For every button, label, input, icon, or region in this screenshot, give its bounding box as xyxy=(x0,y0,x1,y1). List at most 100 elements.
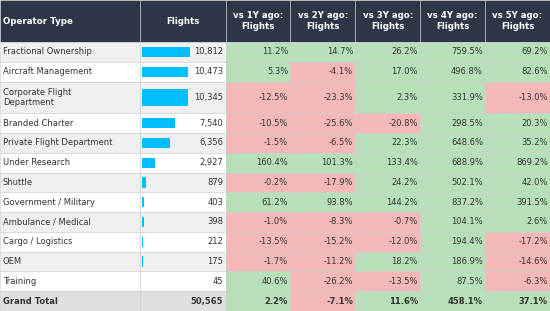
Bar xyxy=(0,113,140,133)
Bar xyxy=(0,272,140,291)
Bar xyxy=(140,173,226,192)
Text: -1.5%: -1.5% xyxy=(264,138,288,147)
Bar xyxy=(355,0,420,42)
Text: Cargo / Logistics: Cargo / Logistics xyxy=(3,237,72,246)
Bar xyxy=(226,133,290,153)
Text: -23.3%: -23.3% xyxy=(323,93,353,102)
Text: 133.4%: 133.4% xyxy=(386,158,418,167)
Bar xyxy=(0,62,140,81)
Bar xyxy=(140,81,226,113)
Bar xyxy=(420,173,485,192)
Bar xyxy=(226,212,290,232)
Text: vs 1Y ago:
Flights: vs 1Y ago: Flights xyxy=(233,12,283,30)
Bar xyxy=(290,173,355,192)
Text: 42.0%: 42.0% xyxy=(521,178,548,187)
Text: -0.7%: -0.7% xyxy=(394,217,418,226)
Bar xyxy=(142,138,170,148)
Bar xyxy=(226,272,290,291)
Text: 7,540: 7,540 xyxy=(200,118,223,128)
Bar xyxy=(290,81,355,113)
Bar xyxy=(226,42,290,62)
Bar xyxy=(142,47,190,57)
Bar xyxy=(420,62,485,81)
Bar xyxy=(420,133,485,153)
Text: Training: Training xyxy=(3,277,36,286)
Bar xyxy=(0,0,140,42)
Text: 104.1%: 104.1% xyxy=(451,217,483,226)
Text: 496.8%: 496.8% xyxy=(451,67,483,76)
Bar xyxy=(140,252,226,272)
Bar xyxy=(142,157,155,168)
Text: Aircraft Management: Aircraft Management xyxy=(3,67,92,76)
Bar xyxy=(140,153,226,173)
Text: Branded Charter: Branded Charter xyxy=(3,118,73,128)
Text: 37.1%: 37.1% xyxy=(519,297,548,306)
Bar xyxy=(140,42,226,62)
Text: 398: 398 xyxy=(207,217,223,226)
Text: 648.6%: 648.6% xyxy=(451,138,483,147)
Text: 2.2%: 2.2% xyxy=(265,297,288,306)
Text: Government / Military: Government / Military xyxy=(3,198,95,207)
Bar xyxy=(226,192,290,212)
Text: 759.5%: 759.5% xyxy=(451,47,483,56)
Bar xyxy=(140,133,226,153)
Bar xyxy=(485,252,550,272)
Text: 6,356: 6,356 xyxy=(199,138,223,147)
Bar xyxy=(0,42,140,62)
Text: -8.3%: -8.3% xyxy=(329,217,353,226)
Bar xyxy=(355,232,420,252)
Bar xyxy=(355,42,420,62)
Bar xyxy=(420,232,485,252)
Bar xyxy=(290,252,355,272)
Bar xyxy=(485,153,550,173)
Bar xyxy=(485,42,550,62)
Text: vs 5Y ago:
Flights: vs 5Y ago: Flights xyxy=(492,12,543,30)
Bar xyxy=(290,0,355,42)
Text: vs 4Y ago:
Flights: vs 4Y ago: Flights xyxy=(427,12,478,30)
Text: 61.2%: 61.2% xyxy=(262,198,288,207)
Text: Fractional Ownership: Fractional Ownership xyxy=(3,47,92,56)
Text: Flights: Flights xyxy=(166,16,200,26)
Text: 10,345: 10,345 xyxy=(194,93,223,102)
Text: 17.0%: 17.0% xyxy=(392,67,418,76)
Bar xyxy=(420,153,485,173)
Text: -15.2%: -15.2% xyxy=(324,237,353,246)
Bar xyxy=(485,272,550,291)
Text: -17.9%: -17.9% xyxy=(323,178,353,187)
Text: -25.6%: -25.6% xyxy=(323,118,353,128)
Text: 688.9%: 688.9% xyxy=(451,158,483,167)
Bar xyxy=(420,192,485,212)
Text: 160.4%: 160.4% xyxy=(256,158,288,167)
Bar xyxy=(290,62,355,81)
Bar xyxy=(142,67,188,77)
Text: -13.0%: -13.0% xyxy=(518,93,548,102)
Text: 93.8%: 93.8% xyxy=(327,198,353,207)
Bar xyxy=(355,62,420,81)
Bar xyxy=(140,62,226,81)
Text: Ambulance / Medical: Ambulance / Medical xyxy=(3,217,91,226)
Text: Private Flight Department: Private Flight Department xyxy=(3,138,112,147)
Bar xyxy=(0,212,140,232)
Text: -13.5%: -13.5% xyxy=(258,237,288,246)
Bar xyxy=(0,291,140,311)
Text: 101.3%: 101.3% xyxy=(321,158,353,167)
Bar xyxy=(485,113,550,133)
Text: -14.6%: -14.6% xyxy=(518,257,548,266)
Text: -11.2%: -11.2% xyxy=(324,257,353,266)
Text: -12.0%: -12.0% xyxy=(389,237,418,246)
Bar xyxy=(485,192,550,212)
Text: 175: 175 xyxy=(207,257,223,266)
Bar xyxy=(290,232,355,252)
Bar xyxy=(140,232,226,252)
Text: 879: 879 xyxy=(207,178,223,187)
Bar xyxy=(355,173,420,192)
Text: 298.5%: 298.5% xyxy=(451,118,483,128)
Bar xyxy=(290,212,355,232)
Bar xyxy=(355,153,420,173)
Text: 186.9%: 186.9% xyxy=(451,257,483,266)
Bar xyxy=(142,237,143,247)
Text: -12.5%: -12.5% xyxy=(259,93,288,102)
Bar xyxy=(420,0,485,42)
Bar xyxy=(226,153,290,173)
Bar xyxy=(140,0,226,42)
